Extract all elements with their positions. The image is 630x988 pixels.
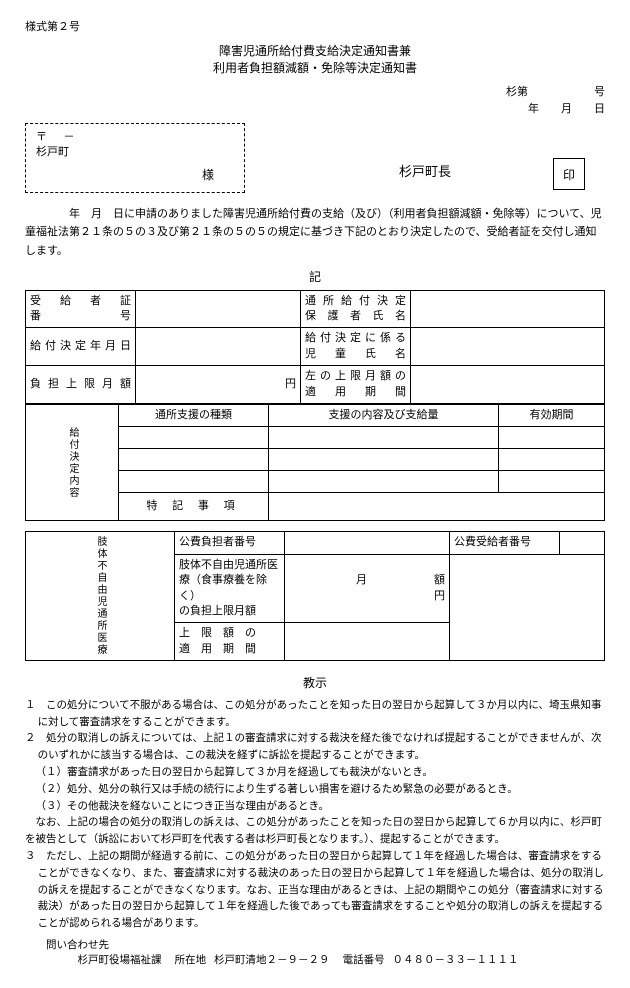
kyoji-3: ３ ただし、上記の期間が経過する前に、この処分があった日の翌日から起算して１年を… [25,849,605,933]
form-number: 様式第２号 [25,20,605,35]
recipient-box: 〒 － 杉戸町 様 [25,123,245,193]
public-recipient-label: 公費受給者番号 [450,532,560,554]
header-row: 〒 － 杉戸町 様 杉戸町長 印 [25,123,605,193]
col-support-content: 支援の内容及び支給量 [269,404,499,426]
col-valid-period: 有効期間 [499,404,605,426]
cell-decision-date-label: 給付決定年月日 [26,328,136,366]
kyoji-2-3: （３）その他裁決を経ないことにつき正当な理由があるとき。 [25,799,605,816]
info-table: 受 給 者 証 番 号 通 所 給 付 決 定 保 護 者 氏 名 給付決定年月… [25,290,605,404]
contact-addr: 杉戸町清地２－９－２９ [214,955,330,966]
issuer-name: 杉戸町長 [399,164,451,179]
cell-apply-period-value [411,366,605,404]
cell-cert-no-value [136,290,301,328]
benefit-content-table: 給付決定内容 通所支援の種類 支援の内容及び支給量 有効期間 特 記 事 項 [25,404,605,521]
kyoji-2-1: （１）審査請求があった日の翌日から起算して３か月を経過しても裁決がないとき。 [25,765,605,782]
kyoji-title: 教示 [25,675,605,692]
ki-marker: 記 [25,269,605,286]
cell-burden-limit-label: 負 担 上 限 月 額 [26,366,136,404]
medical-burden-label: 肢体不自由児通所医 療（食事療養を除く） の負担上限月額 [175,554,285,623]
document-date: 年 月 日 [25,102,605,117]
cell-child-name-value [411,328,605,366]
kyoji-body: １ この処分について不服がある場合は、この処分があったことを知った日の翌日から起… [25,698,605,933]
limit-period-label: 上 限 額 の 適 用 期 間 [175,623,285,661]
cell-guardian-label: 通 所 給 付 決 定 保 護 者 氏 名 [301,290,411,328]
kyoji-2: ２ 処分の取消しの訴えについては、上記１の審査請求に対する裁決を経た後でなければ… [25,731,605,765]
contact-addr-label: 所在地 [175,955,207,966]
cell-guardian-value [411,290,605,328]
honorific-sama: 様 [202,167,214,184]
cell-decision-date-value [136,328,301,366]
title-line2: 利用者負担額減額・免除等決定通知書 [25,60,605,77]
cell-child-name-label: 給付決定に係る 児 童 氏 名 [301,328,411,366]
tokki-label: 特 記 事 項 [119,493,269,521]
issuer-block: 杉戸町長 印 [245,123,605,181]
document-number: 杉第 号 [25,85,605,100]
postal-mark: 〒 [36,131,47,143]
cell-burden-limit-value: 円 [136,366,301,404]
kyoji-2-nao: なお、上記の場合の処分の取消しの訴えは、この処分があったことを知った日の翌日から… [25,815,605,849]
medical-blank [450,554,605,660]
contact-label: 問い合わせ先 [46,939,605,954]
postal-line: 〒 － [36,130,234,145]
kyoji-2-2: （２）処分、処分の執行又は手続の続行により生ずる著しい損害を避けるため緊急の必要… [25,782,605,799]
recipient-address: 杉戸町 [36,145,234,160]
medical-vheader: 肢体不自由児通所医療 [26,532,175,661]
public-payer-value [285,532,450,554]
contact-tel: ０４８０－３３－１１１１ [393,955,519,966]
medical-table: 肢体不自由児通所医療 公費負担者番号 公費受給者番号 肢体不自由児通所医 療（食… [25,531,605,661]
benefit-vheader: 給付決定内容 [26,404,119,520]
tokki-value [269,493,605,521]
seal-box: 印 [553,158,585,190]
kyoji-1: １ この処分について不服がある場合は、この処分があったことを知った日の翌日から起… [25,698,605,732]
contact-details: 杉戸町役場福祉課 所在地 杉戸町清地２－９－２９ 電話番号 ０４８０－３３－１１… [46,954,605,969]
public-payer-label: 公費負担者番号 [175,532,285,554]
document-title: 障害児通所給付費支給決定通知書兼 利用者負担額減額・免除等決定通知書 [25,43,605,77]
postal-dash: － [64,131,75,143]
col-support-type: 通所支援の種類 [119,404,269,426]
public-recipient-value [560,532,605,554]
cell-apply-period-label: 左の上限月額の 適 用 期 間 [301,366,411,404]
contact-tel-label: 電話番号 [343,955,385,966]
cell-cert-no-label: 受 給 者 証 番 号 [26,290,136,328]
title-line1: 障害児通所給付費支給決定通知書兼 [25,43,605,60]
medical-burden-value: 月 額 円 [285,554,450,623]
contact-block: 問い合わせ先 杉戸町役場福祉課 所在地 杉戸町清地２－９－２９ 電話番号 ０４８… [25,939,605,968]
intro-paragraph: 年 月 日に申請のありました障害児通所給付費の支給（及び）（利用者負担額減額・免… [25,205,605,261]
limit-period-value [285,623,450,661]
contact-dept: 杉戸町役場福祉課 [78,955,162,966]
